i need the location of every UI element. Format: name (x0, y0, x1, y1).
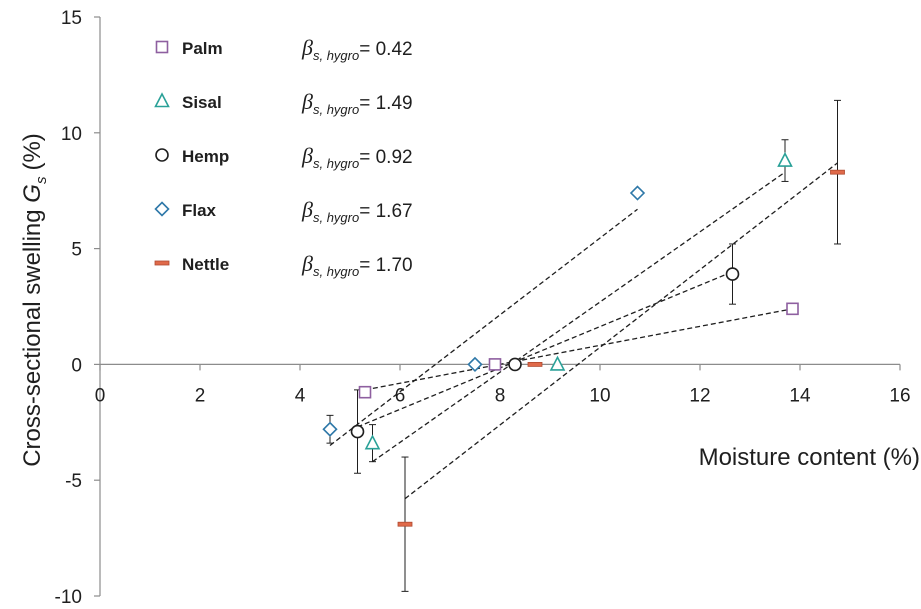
y-tick-label: 10 (61, 124, 82, 145)
palm-data-point (786, 302, 799, 316)
y-axis-title-subscript: s (33, 176, 50, 184)
hemp-fit-line (357, 271, 733, 428)
x-tick-label: 0 (95, 385, 106, 406)
error-bars (326, 99, 841, 592)
legend-beta-value: = 1.67 (359, 201, 412, 222)
axes: 0 2 4 6 8 10 12 14 16 15 10 5 0 -5 -10 (55, 8, 911, 608)
legend-beta-value: = 0.42 (359, 39, 412, 60)
y-axis-title-symbol: G (19, 184, 46, 203)
x-tick-label: 10 (589, 385, 610, 406)
legend-marker-flax (154, 201, 170, 217)
legend-label-nettle: Nettle (182, 255, 229, 274)
flax-data-point (467, 356, 483, 373)
flax-data-point (322, 421, 338, 437)
legend-beta-value: = 1.49 (359, 93, 412, 114)
x-tick-label: 14 (789, 385, 811, 406)
y-tick-label: -5 (65, 471, 82, 492)
legend-beta-value: = 0.92 (359, 147, 412, 168)
sisal-data-point (549, 355, 566, 371)
legend-beta-sisal: βs, hygro= 1.49 (301, 89, 413, 117)
legend-item-hemp: Hemp βs, hygro= 0.92 (155, 143, 413, 171)
x-tick-label: 2 (195, 385, 206, 406)
legend-beta-subscript: s, hygro (313, 156, 359, 171)
legend-beta-symbol: β (301, 197, 313, 222)
x-tick-label: 4 (295, 385, 306, 406)
legend-item-flax: Flax βs, hygro= 1.67 (154, 197, 413, 225)
x-tick-label: 6 (395, 385, 406, 406)
legend-marker-sisal (154, 92, 170, 108)
legend-beta-subscript: s, hygro (313, 210, 359, 225)
hemp-data-point (508, 357, 522, 372)
flax-data-point (629, 185, 646, 201)
nettle-data-point (397, 521, 413, 527)
legend-beta-value: = 1.70 (359, 255, 412, 276)
y-axis-title-unit: (%) (19, 133, 46, 170)
legend-label-flax: Flax (182, 201, 217, 220)
legend-beta-symbol: β (301, 89, 313, 114)
nettle-fit-line (404, 162, 838, 500)
palm-data-point (488, 358, 502, 371)
legend-beta-subscript: s, hygro (313, 102, 359, 117)
legend-marker-hemp (155, 148, 169, 162)
y-tick-label: -10 (55, 587, 82, 608)
legend-beta-nettle: βs, hygro= 1.70 (301, 251, 413, 279)
legend-item-palm: Palm βs, hygro= 0.42 (155, 35, 413, 63)
nettle-data-point (527, 361, 543, 367)
legend-beta-flax: βs, hygro= 1.67 (301, 197, 413, 225)
hemp-data-point (725, 267, 740, 281)
legend-item-nettle: Nettle βs, hygro= 1.70 (154, 251, 413, 279)
legend-label-palm: Palm (182, 39, 223, 58)
nettle-data-point (830, 169, 845, 175)
fit-lines (329, 162, 838, 500)
legend-label-sisal: Sisal (182, 93, 222, 112)
palm-data-point (358, 385, 372, 399)
x-tick-label: 12 (689, 385, 710, 406)
legend-item-sisal: Sisal βs, hygro= 1.49 (154, 89, 413, 117)
legend-marker-palm (155, 40, 169, 54)
y-tick-label: 15 (61, 8, 82, 29)
legend-beta-subscript: s, hygro (313, 48, 359, 63)
legend-beta-subscript: s, hygro (313, 264, 359, 279)
legend-beta-symbol: β (301, 251, 313, 276)
y-tick-label: 5 (71, 240, 82, 261)
legend-marker-nettle (154, 260, 170, 266)
legend-beta-palm: βs, hygro= 0.42 (301, 35, 413, 63)
flax-fit-line (329, 208, 638, 446)
x-axis-title: Moisture content (%) (699, 444, 920, 471)
x-axis-ticks: 0 2 4 6 8 10 12 14 16 (95, 364, 911, 406)
legend-label-hemp: Hemp (182, 147, 229, 166)
x-tick-label: 16 (889, 385, 910, 406)
legend-beta-symbol: β (301, 143, 313, 168)
sisal-data-point (364, 434, 381, 450)
hemp-data-point (350, 424, 365, 439)
y-axis-title-main: Cross-sectional swelling (19, 203, 46, 467)
data-markers (322, 151, 845, 527)
x-tick-label: 8 (495, 385, 506, 406)
y-tick-label: 0 (71, 355, 82, 376)
y-axis-title: Cross-sectional swelling Gs (%) (19, 133, 50, 467)
sisal-fit-line (372, 171, 786, 463)
palm-fit-line (364, 308, 793, 391)
sisal-data-point (777, 151, 793, 167)
y-axis-ticks: 15 10 5 0 -5 -10 (55, 8, 100, 608)
legend-beta-hemp: βs, hygro= 0.92 (301, 143, 413, 171)
legend-beta-symbol: β (301, 35, 313, 60)
